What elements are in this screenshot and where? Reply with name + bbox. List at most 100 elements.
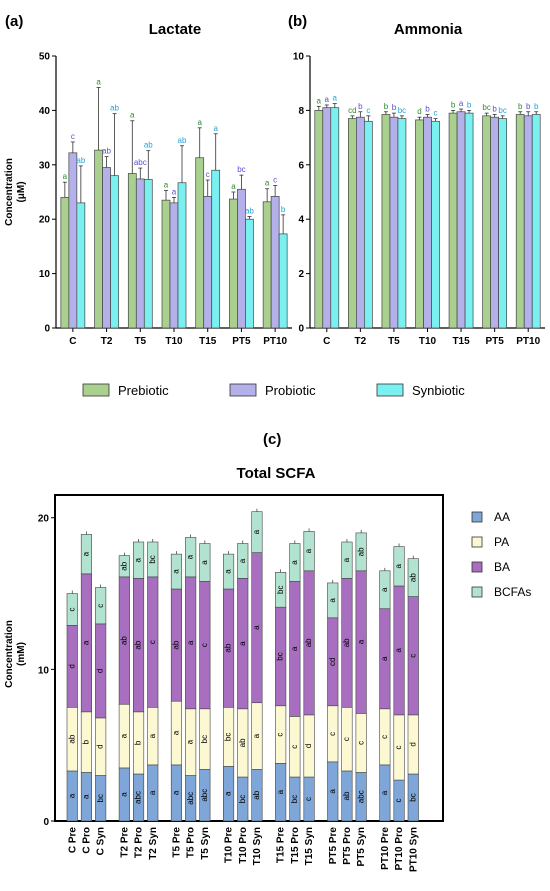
ammonia-significance-label: b (534, 102, 539, 111)
ammonia-ytick-label: 0 (298, 324, 304, 335)
lactate-ytick-label: 40 (39, 106, 51, 117)
scfa-significance-label: d (408, 742, 417, 746)
scfa-ytick-label: 0 (43, 817, 49, 828)
ammonia-significance-label: b (425, 104, 430, 113)
scfa-title: Total SCFA (237, 465, 316, 482)
scfa-category-label: T15 Pro (290, 827, 301, 864)
scfa-significance-label: a (290, 560, 299, 565)
lactate-significance-label: abc (134, 158, 147, 167)
scfa-significance-label: a (290, 646, 299, 651)
scfa-significance-label: a (252, 529, 261, 534)
scfa-category-label: T2 Pre (119, 827, 130, 858)
ammonia-significance-label: cd (348, 106, 356, 115)
ammonia-significance-label: bc (482, 103, 490, 112)
ammonia-significance-label: c (434, 109, 438, 118)
lactate-bar (94, 149, 103, 329)
lactate-significance-label: b (281, 205, 286, 214)
lactate-bar (68, 152, 78, 329)
lactate-significance-label: a (265, 179, 270, 188)
legend-swatch-synbiotic (376, 383, 404, 397)
ammonia-bar (364, 120, 373, 329)
lactate-category-label: PT10 (263, 336, 287, 347)
legend-label-aa: AA (494, 510, 510, 524)
scfa-significance-label: c (67, 607, 76, 611)
scfa-significance-label: a (276, 789, 285, 794)
legend-swatch-prebiotic (82, 383, 110, 397)
ammonia-significance-label: b (392, 103, 397, 112)
scfa-significance-label: ab (238, 738, 247, 747)
scfa-significance-label: bc (224, 733, 233, 741)
ammonia-significance-label: a (317, 96, 322, 105)
ammonia-ytick-label: 2 (298, 269, 304, 280)
legend-scfa: AA PA BA BCFAs (471, 510, 531, 599)
ammonia-significance-label: b (358, 102, 363, 111)
ammonia-significance-label: bc (398, 106, 406, 115)
ammonia-significance-label: a (459, 99, 464, 108)
scfa-significance-label: ab (134, 640, 143, 649)
lactate-significance-label: a (63, 172, 68, 181)
scfa-significance-label: a (328, 789, 337, 794)
scfa-category-label: T15 Syn (304, 827, 315, 865)
lactate-significance-label: ab (102, 147, 111, 156)
scfa-significance-label: bc (276, 652, 285, 660)
lactate-significance-label: a (231, 182, 236, 191)
lactate-category-label: T15 (199, 336, 217, 347)
legend-swatch-aa (471, 511, 483, 523)
scfa-ylabel-line2: (mM) (16, 642, 27, 666)
lactate-significance-label: c (206, 170, 210, 179)
ammonia-ytick-label: 8 (298, 106, 304, 117)
ammonia-significance-label: b (451, 100, 456, 109)
ammonia-significance-label: b (467, 100, 472, 109)
lactate-significance-label: a (130, 111, 135, 120)
scfa-category-label: PT5 Pre (328, 827, 339, 865)
lactate-significance-label: ab (245, 206, 254, 215)
scfa-significance-label: a (224, 569, 233, 574)
ammonia-bar (490, 116, 499, 329)
scfa-significance-label: a (172, 569, 181, 574)
panel-label-a: (a) (5, 13, 23, 30)
scfa-significance-label: a (148, 790, 157, 795)
scfa-plot-frame (54, 494, 444, 822)
scfa-category-label: PT10 Syn (408, 827, 419, 872)
lactate-significance-label: ab (144, 141, 153, 150)
lactate-significance-label: a (213, 124, 218, 133)
lactate-ytick-label: 0 (44, 324, 50, 335)
scfa-significance-label: a (82, 551, 91, 556)
legend-swatch-probiotic (229, 383, 257, 397)
scfa-category-label: PT5 Syn (356, 827, 367, 866)
scfa-significance-label: d (67, 664, 76, 668)
ammonia-category-label: PT10 (516, 336, 540, 347)
ammonia-bar (464, 112, 474, 329)
lactate-bar (135, 178, 145, 329)
scfa-category-label: T5 Pro (186, 827, 197, 858)
lactate-significance-label: a (96, 78, 101, 87)
scfa-significance-label: d (304, 744, 313, 748)
ammonia-significance-label: bc (498, 106, 506, 115)
scfa-significance-label: abc (200, 789, 209, 802)
scfa-significance-label: ab (224, 643, 233, 652)
ammonia-significance-label: b (492, 104, 497, 113)
scfa-significance-label: c (380, 735, 389, 739)
legend-label-probiotic: Probiotic (265, 383, 316, 398)
ammonia-category-label: PT5 (485, 336, 504, 347)
ammonia-bar (397, 118, 407, 329)
scfa-significance-label: a (148, 733, 157, 738)
scfa-significance-label: a (200, 560, 209, 565)
lactate-category-label: PT5 (232, 336, 251, 347)
panel-label-c: (c) (263, 431, 281, 448)
scfa-significance-label: d (96, 744, 105, 748)
scfa-significance-label: c (356, 741, 365, 745)
scfa-significance-label: a (119, 792, 128, 797)
scfa-ylabel-line1: Concentration (4, 620, 15, 688)
lactate-bar (270, 196, 280, 329)
ammonia-significance-label: a (333, 94, 338, 103)
legend-label-pa: PA (494, 535, 509, 549)
lactate-significance-label: c (71, 132, 75, 141)
scfa-significance-label: c (148, 640, 157, 644)
scfa-significance-label: a (356, 639, 365, 644)
lactate-significance-label: a (172, 187, 177, 196)
ammonia-significance-label: b (384, 102, 389, 111)
scfa-significance-label: abc (356, 790, 365, 803)
scfa-significance-label: a (394, 648, 403, 653)
